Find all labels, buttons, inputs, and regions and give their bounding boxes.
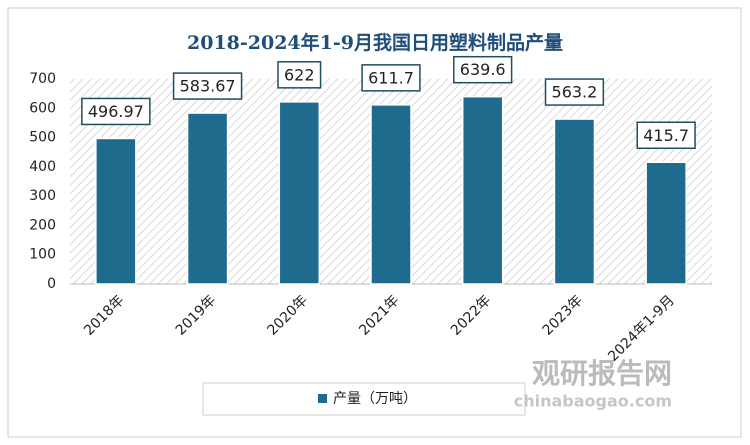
data-label: 639.6 bbox=[460, 60, 506, 79]
y-tick-label: 500 bbox=[29, 130, 56, 146]
data-label: 563.2 bbox=[552, 83, 598, 102]
data-label: 611.7 bbox=[368, 68, 414, 87]
y-tick-label: 600 bbox=[29, 100, 56, 116]
bar bbox=[461, 95, 504, 285]
data-label-box bbox=[172, 72, 243, 100]
bar bbox=[645, 161, 687, 285]
data-label-box bbox=[453, 55, 513, 84]
data-label: 622 bbox=[284, 65, 315, 84]
bar bbox=[95, 137, 137, 285]
y-tick-label: 400 bbox=[29, 159, 56, 175]
y-tick-label: 700 bbox=[29, 71, 56, 87]
watermark-url: chinabaogao.com bbox=[514, 392, 672, 411]
bar bbox=[370, 104, 412, 285]
y-tick-label: 100 bbox=[29, 247, 56, 263]
watermark-name: 观研报告网 bbox=[532, 357, 672, 390]
data-label-box bbox=[544, 78, 605, 106]
y-tick-label: 0 bbox=[47, 276, 56, 292]
data-label: 583.67 bbox=[180, 77, 236, 96]
bar bbox=[553, 118, 596, 285]
legend-swatch bbox=[318, 394, 327, 403]
chart-title: 2018-2024年1-9月我国日用塑料制品产量 bbox=[187, 31, 563, 54]
bar bbox=[278, 101, 321, 285]
data-label-box bbox=[81, 97, 151, 126]
data-label: 415.7 bbox=[643, 126, 689, 145]
data-label-box bbox=[636, 121, 696, 150]
data-label-box bbox=[361, 64, 421, 92]
legend-box bbox=[202, 382, 526, 416]
bar bbox=[186, 112, 229, 285]
legend-label: 产量（万吨） bbox=[333, 391, 417, 407]
y-tick-label: 200 bbox=[29, 217, 56, 233]
data-label-box bbox=[277, 61, 322, 89]
y-tick-label: 300 bbox=[29, 188, 56, 204]
data-label: 496.97 bbox=[88, 102, 144, 121]
